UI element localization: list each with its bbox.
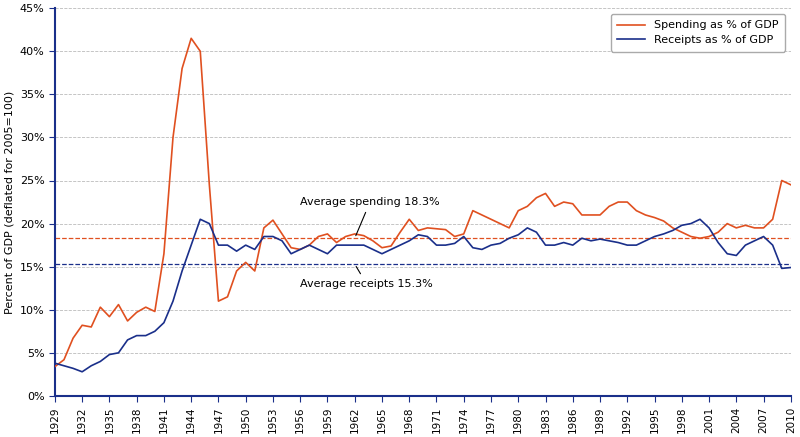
Spending as % of GDP	[268, 218, 278, 223]
Receipts as % of GDP	[195, 217, 205, 222]
Y-axis label: Percent of GDP (deflated for 2005=100): Percent of GDP (deflated for 2005=100)	[4, 90, 14, 314]
Receipts as % of GDP	[268, 234, 278, 239]
Receipts as % of GDP	[659, 231, 669, 236]
Receipts as % of GDP	[241, 243, 250, 248]
Spending as % of GDP	[786, 182, 796, 187]
Spending as % of GDP	[259, 225, 269, 230]
Line: Receipts as % of GDP: Receipts as % of GDP	[55, 219, 791, 372]
Spending as % of GDP	[186, 36, 196, 41]
Spending as % of GDP	[232, 268, 242, 274]
Spending as % of GDP	[50, 364, 60, 369]
Receipts as % of GDP	[786, 265, 796, 270]
Spending as % of GDP	[631, 208, 641, 213]
Receipts as % of GDP	[278, 238, 287, 243]
Spending as % of GDP	[650, 215, 659, 220]
Legend: Spending as % of GDP, Receipts as % of GDP: Spending as % of GDP, Receipts as % of G…	[610, 14, 786, 52]
Receipts as % of GDP	[641, 238, 650, 243]
Spending as % of GDP	[405, 217, 414, 222]
Receipts as % of GDP	[50, 361, 60, 366]
Receipts as % of GDP	[78, 369, 87, 375]
Text: Average spending 18.3%: Average spending 18.3%	[300, 197, 440, 236]
Line: Spending as % of GDP: Spending as % of GDP	[55, 38, 791, 367]
Receipts as % of GDP	[414, 232, 423, 237]
Text: Average receipts 15.3%: Average receipts 15.3%	[300, 267, 433, 289]
